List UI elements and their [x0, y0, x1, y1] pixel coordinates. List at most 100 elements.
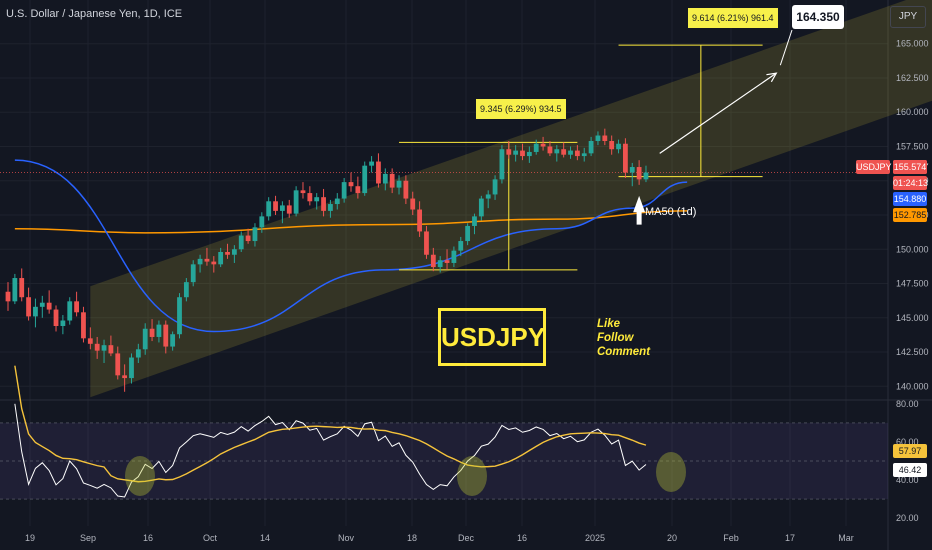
rsi-highlight-ellipse — [457, 456, 487, 496]
rsi-highlight-ellipse — [656, 452, 686, 492]
candle-body — [526, 151, 532, 157]
candle-body — [485, 194, 491, 199]
ma50-label: MA50 (1d) — [645, 206, 697, 218]
candle-body — [81, 312, 86, 339]
target-label: 164.350 — [792, 5, 844, 29]
cta-block: Like Follow Comment — [597, 317, 650, 359]
candle-body — [135, 349, 141, 358]
candle-body — [382, 173, 388, 184]
price-axis-label: 147.500 — [896, 279, 929, 289]
time-axis-label: Dec — [458, 533, 475, 543]
measure-label-2: 9.614 (6.21%) 961.4 — [688, 8, 778, 28]
candle-body — [616, 143, 621, 150]
candle-body — [588, 141, 594, 154]
candle-body — [458, 241, 464, 251]
ma200-price-tag: 152.785 — [893, 208, 927, 222]
candle-body — [506, 149, 512, 155]
candle-body — [417, 209, 422, 232]
candle-body — [19, 278, 25, 298]
candle-body — [623, 143, 628, 173]
projection-arrow — [659, 72, 777, 154]
candle-body — [300, 190, 306, 194]
time-axis-label: 2025 — [585, 533, 605, 543]
candle-body — [472, 216, 477, 226]
measure-label-1: 9.345 (6.29%) 934.5 — [476, 99, 566, 119]
candle-body — [156, 324, 162, 337]
rsi-axis-label: 60.00 — [896, 437, 919, 447]
candle-body — [280, 205, 285, 211]
cta-like: Like — [597, 318, 621, 330]
candle-body — [581, 153, 587, 157]
candle-body — [197, 258, 203, 265]
ma50-price-tag: 154.880 — [893, 192, 927, 206]
candle-body — [26, 297, 31, 317]
candle-body — [231, 249, 237, 255]
candle-body — [12, 278, 18, 302]
time-axis-label: 19 — [25, 533, 35, 543]
candle-body — [39, 302, 45, 307]
candle-body — [183, 282, 189, 298]
price-axis-label: 160.000 — [896, 107, 929, 117]
candle-body — [595, 135, 601, 141]
candle-body — [348, 182, 354, 187]
candle-body — [204, 258, 210, 262]
candle-body — [609, 141, 615, 150]
candle-body — [376, 161, 381, 184]
candle-body — [307, 193, 313, 202]
candle-body — [170, 334, 176, 347]
candle-body — [60, 320, 66, 326]
candle-body — [396, 180, 402, 188]
candle-body — [513, 150, 519, 155]
candle-body — [451, 250, 457, 263]
candle-body — [369, 161, 374, 166]
time-axis-label: Oct — [203, 533, 218, 543]
candle-body — [362, 165, 368, 194]
candle-body — [430, 254, 436, 268]
time-axis-label: 20 — [667, 533, 677, 543]
candle-body — [33, 306, 38, 317]
price-axis-label: 165.000 — [896, 39, 929, 49]
candle-body — [533, 143, 539, 152]
candle-body — [574, 150, 580, 157]
time-axis-label: 16 — [517, 533, 527, 543]
candle-body — [211, 261, 217, 265]
rsi-ma-line — [14, 365, 647, 483]
rsi-axis-label: 40.00 — [896, 475, 919, 485]
candle-body — [115, 353, 121, 376]
candle-body — [328, 204, 333, 211]
candle-body — [629, 167, 635, 173]
candle-body — [561, 149, 567, 155]
time-axis-label: Mar — [838, 533, 854, 543]
candle-body — [5, 291, 11, 302]
candle-body — [67, 301, 73, 321]
time-axis-label: 14 — [260, 533, 270, 543]
price-axis-label: 145.000 — [896, 313, 929, 323]
candle-body — [321, 197, 326, 211]
price-axis-label: 142.500 — [896, 347, 929, 357]
time-axis-label: Nov — [338, 533, 355, 543]
candle-body — [225, 252, 230, 255]
candle-body — [444, 260, 450, 263]
price-axis-label: 157.500 — [896, 141, 929, 151]
brand-box: USDJPY — [438, 308, 546, 366]
rsi-value-tag: 46.42 — [893, 463, 927, 477]
candle-body — [355, 186, 361, 194]
candle-body — [520, 150, 525, 157]
candle-body — [341, 182, 347, 199]
currency-button[interactable]: JPY — [890, 6, 926, 28]
ma50-up-arrow — [633, 195, 646, 225]
candle-body — [142, 328, 148, 350]
price-axis-label: 150.000 — [896, 244, 929, 254]
candle-body — [46, 302, 52, 310]
candle-body — [122, 375, 128, 379]
cta-follow: Follow — [597, 332, 634, 344]
candle-body — [252, 227, 258, 242]
candle-body — [177, 297, 182, 335]
cta-comment: Comment — [597, 346, 651, 358]
candle-body — [547, 146, 553, 154]
candle-body — [94, 343, 100, 351]
candle-body — [259, 216, 265, 228]
ma50-line — [14, 159, 688, 333]
candle-body — [149, 328, 155, 337]
